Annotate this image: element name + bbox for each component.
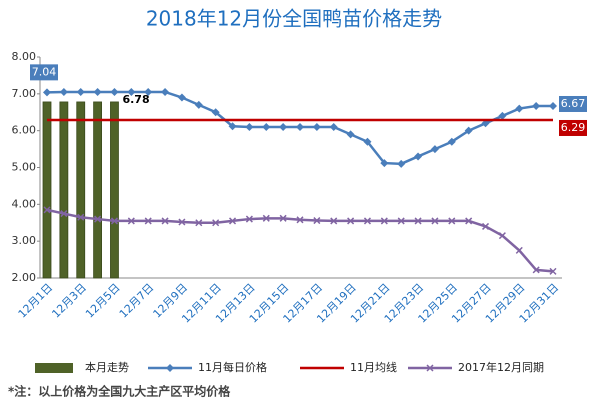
footnote: *注：以上价格为全国九大主产区平均价格 (8, 384, 231, 399)
data-label-box (559, 95, 587, 112)
point (482, 222, 490, 230)
point (397, 217, 405, 225)
point (127, 87, 136, 96)
point (76, 87, 85, 96)
point (279, 122, 288, 131)
point (194, 100, 203, 109)
point (414, 152, 423, 161)
point (43, 206, 51, 214)
point (414, 217, 422, 225)
point (211, 108, 220, 117)
point (177, 93, 186, 102)
x-tick-label: 12月1日 (16, 281, 56, 321)
legend-label: 11月每日价格 (198, 360, 267, 374)
point (447, 137, 456, 146)
point (77, 213, 85, 221)
point (498, 232, 506, 240)
point (515, 104, 524, 113)
point (313, 217, 321, 225)
y-tick-label: 4.00 (12, 197, 37, 210)
point (312, 122, 321, 131)
point (262, 214, 270, 222)
point (296, 216, 304, 224)
point (532, 101, 541, 110)
point (397, 159, 406, 168)
point (161, 87, 170, 96)
y-tick-label: 6.00 (12, 124, 37, 137)
point (262, 122, 271, 131)
y-tick-label: 8.00 (12, 50, 37, 63)
point (110, 217, 118, 225)
point (380, 217, 388, 225)
point (346, 130, 355, 139)
point (245, 122, 254, 131)
point (363, 217, 371, 225)
x-tick-label: 12月5日 (83, 281, 123, 321)
point (43, 88, 51, 97)
point (212, 219, 220, 227)
legend-label: 本月走势 (85, 360, 129, 374)
data-label-box (559, 119, 587, 136)
point (228, 122, 237, 131)
point (448, 217, 456, 225)
data-label: 7.04 (32, 65, 57, 78)
data-label-box (30, 64, 58, 81)
point (347, 217, 355, 225)
point (549, 267, 557, 275)
y-tick-label: 7.00 (12, 87, 37, 100)
point (296, 122, 304, 131)
legend-label: 2017年12月同期 (458, 360, 544, 374)
point (178, 218, 186, 226)
point (363, 137, 372, 146)
point (380, 159, 389, 168)
y-tick-label: 2.00 (12, 271, 37, 284)
point (94, 215, 102, 223)
data-label: 6.29 (561, 121, 586, 134)
y-tick-label: 3.00 (12, 234, 37, 247)
chart-title: 2018年12月份全国鸭苗价格走势 (146, 7, 442, 31)
y-tick-label: 5.00 (12, 161, 37, 174)
bar (42, 101, 52, 279)
point (93, 87, 102, 96)
bar (110, 101, 119, 279)
point (532, 266, 540, 274)
point (330, 217, 338, 225)
x-tick-label: 12月7日 (117, 281, 157, 321)
legend-label: 11月均线 (350, 360, 397, 374)
legend-marker (426, 364, 434, 372)
point (229, 217, 237, 225)
point (498, 111, 507, 120)
legend-marker (166, 364, 174, 372)
point (481, 119, 490, 128)
x-tick-label: 12月3日 (49, 281, 89, 321)
point (110, 87, 119, 96)
point (144, 87, 153, 96)
point (279, 214, 287, 222)
point (59, 87, 68, 96)
point (60, 210, 68, 218)
bar (93, 101, 102, 279)
point (161, 217, 169, 225)
point (127, 217, 135, 225)
point (245, 215, 253, 223)
point (515, 246, 523, 254)
point (329, 122, 338, 131)
point (465, 217, 473, 225)
bar (59, 101, 69, 279)
legend-swatch (35, 363, 73, 373)
point (430, 145, 439, 154)
data-label: 6.78 (122, 93, 149, 106)
point (431, 217, 439, 225)
point (144, 217, 152, 225)
point (549, 101, 557, 110)
bar (76, 101, 86, 279)
data-label: 6.67 (561, 97, 586, 110)
point (195, 219, 203, 227)
point (464, 126, 473, 135)
